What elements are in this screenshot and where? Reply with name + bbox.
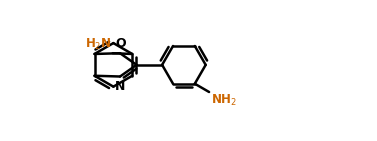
Text: H$_2$N: H$_2$N [85, 37, 111, 52]
Text: N: N [115, 80, 126, 93]
Text: O: O [115, 37, 126, 50]
Text: NH$_2$: NH$_2$ [211, 93, 236, 108]
